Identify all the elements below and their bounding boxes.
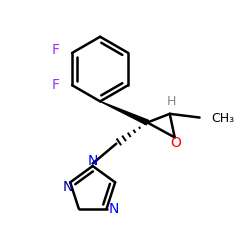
Text: N: N xyxy=(108,202,119,216)
Text: F: F xyxy=(52,44,60,58)
Text: N: N xyxy=(62,180,73,194)
Text: N: N xyxy=(88,154,98,168)
Text: O: O xyxy=(170,136,181,150)
Text: CH₃: CH₃ xyxy=(211,112,234,125)
Polygon shape xyxy=(100,102,148,125)
Text: F: F xyxy=(52,78,60,92)
Text: H: H xyxy=(166,96,176,108)
